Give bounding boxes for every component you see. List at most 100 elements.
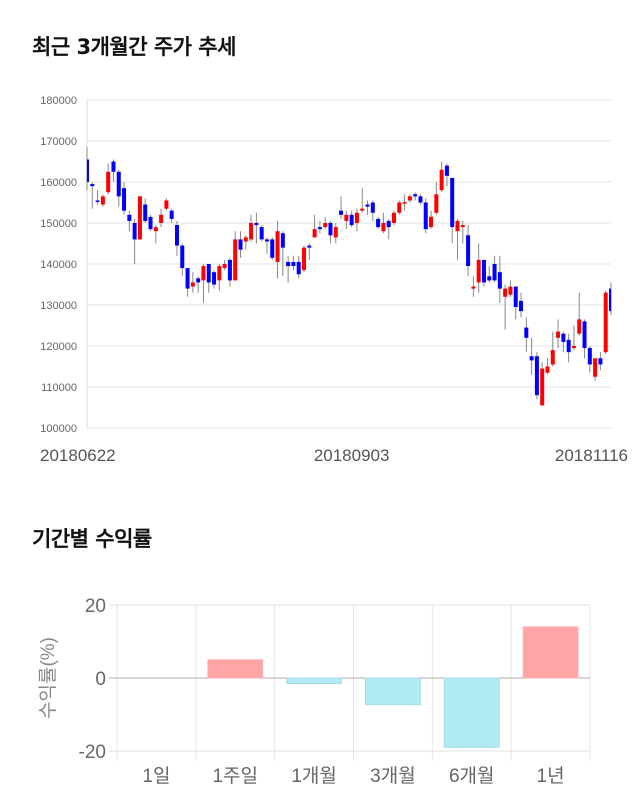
candle-body xyxy=(164,200,169,209)
candle-body xyxy=(370,202,375,213)
y-tick-label: 150000 xyxy=(40,218,77,230)
y-tick-label: 20 xyxy=(85,596,106,617)
candle-body xyxy=(174,225,179,246)
candle-body xyxy=(593,358,598,377)
returns-title: 기간별 수익률 xyxy=(32,527,152,551)
candle-body xyxy=(503,288,508,297)
candle-body xyxy=(243,237,248,242)
candle-body xyxy=(249,223,254,240)
candle-body xyxy=(127,214,132,221)
bar xyxy=(365,677,421,706)
candle-body xyxy=(582,321,587,349)
candle-body xyxy=(238,239,243,250)
candle-body xyxy=(545,366,550,373)
x-tick-label: 1일 xyxy=(142,765,170,787)
x-tick-label: 6개월 xyxy=(449,765,495,787)
candle-body xyxy=(561,333,566,342)
candle-body xyxy=(333,227,338,238)
candle-body xyxy=(323,223,328,228)
y-tick-label: 100000 xyxy=(40,423,77,435)
bar xyxy=(443,677,500,748)
candle-body xyxy=(519,300,524,312)
candle-body xyxy=(328,223,333,236)
candle-body xyxy=(476,259,481,283)
candle-body xyxy=(106,171,111,193)
y-tick-label: 130000 xyxy=(40,300,77,312)
candle-body xyxy=(349,214,354,226)
x-tick-label: 20180622 xyxy=(40,446,116,465)
candle-body xyxy=(206,264,211,283)
candle-body xyxy=(587,348,592,365)
y-tick-label: 110000 xyxy=(41,382,77,394)
candle-body xyxy=(471,286,476,289)
x-tick-label: 1주일 xyxy=(212,765,258,787)
candle-body xyxy=(122,188,127,211)
candle-body xyxy=(534,356,539,396)
x-tick-label: 3개월 xyxy=(370,765,416,787)
candle-body xyxy=(386,220,391,228)
candle-body xyxy=(87,159,89,182)
stock-trend-title: 최근 3개월간 주가 추세 xyxy=(32,35,236,59)
candle-body xyxy=(280,233,285,248)
candle-body xyxy=(116,171,121,197)
y-tick-label: 140000 xyxy=(40,259,77,271)
candle-body xyxy=(508,286,513,295)
x-tick-label: 1년 xyxy=(537,765,565,787)
candle-body xyxy=(397,202,402,213)
y-tick-label: 160000 xyxy=(40,177,77,189)
x-tick-label: 20180903 xyxy=(314,446,390,465)
candlestick-chart: 180000 170000 160000 150000 140000 130000 1200… xyxy=(40,95,628,465)
candle-body xyxy=(365,204,370,207)
candle-body xyxy=(169,210,174,219)
candle-body xyxy=(143,204,148,221)
candle-body xyxy=(185,268,190,289)
candle-body xyxy=(339,210,344,215)
candle-body xyxy=(487,276,492,281)
candle-body xyxy=(196,278,201,283)
candle-body xyxy=(402,202,407,204)
candle-body xyxy=(312,229,317,238)
x-tick-label: 20181116 xyxy=(555,446,628,465)
y-tick-label: 120000 xyxy=(40,341,77,353)
candle-body xyxy=(492,264,497,281)
x-tick-label: 1개월 xyxy=(291,765,337,787)
candle-body xyxy=(111,161,116,172)
candle-body xyxy=(254,223,259,226)
bar xyxy=(207,659,264,679)
candle-body xyxy=(201,266,206,281)
candle-body xyxy=(233,239,238,281)
candle-body xyxy=(413,194,418,197)
candle-body xyxy=(550,350,555,365)
candle-body xyxy=(227,259,232,281)
candle-body xyxy=(423,202,428,230)
candle-body xyxy=(344,214,349,221)
candle-body xyxy=(450,177,455,228)
y-axis-label: 수익률(%) xyxy=(37,637,59,719)
candle-body xyxy=(95,200,100,202)
candle-body xyxy=(556,331,561,338)
candle-body xyxy=(418,196,423,203)
candle-body xyxy=(153,227,158,232)
candle-body xyxy=(286,261,291,267)
y-tick-label: -20 xyxy=(79,742,106,763)
candle-body xyxy=(376,218,381,228)
candle-body xyxy=(317,227,322,230)
y-tick-label: 180000 xyxy=(40,95,77,107)
candle-body xyxy=(275,231,280,262)
candle-body xyxy=(132,223,137,240)
candle-body xyxy=(259,227,264,240)
y-tick-label: 170000 xyxy=(40,136,77,148)
candle-body xyxy=(577,319,582,334)
candle-body xyxy=(460,225,465,228)
candle-body xyxy=(513,286,518,308)
candle-body xyxy=(180,245,185,269)
candle-body xyxy=(159,214,164,223)
candle-body xyxy=(434,194,439,213)
candle-body xyxy=(466,235,471,267)
candle-body xyxy=(603,292,608,353)
candle-body xyxy=(354,212,359,223)
candle-body xyxy=(217,266,222,281)
candle-body xyxy=(137,196,142,240)
candle-body xyxy=(540,368,545,406)
candle-body xyxy=(212,272,217,285)
